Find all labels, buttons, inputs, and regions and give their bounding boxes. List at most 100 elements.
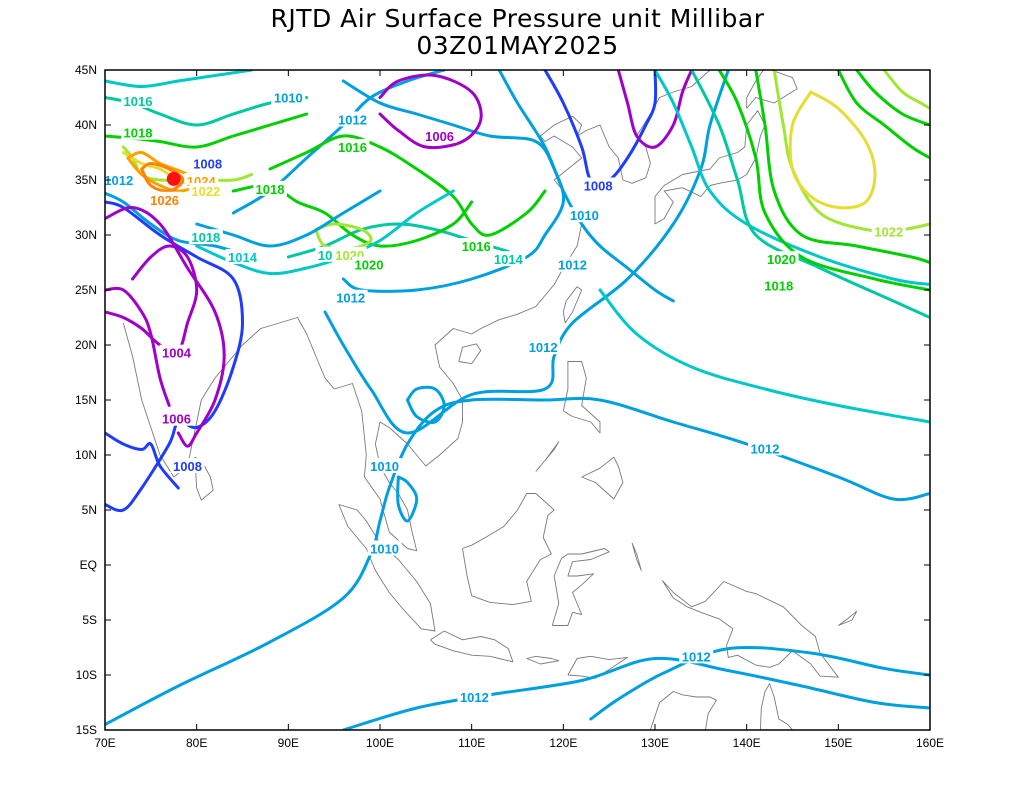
isobar-label-background [335, 139, 370, 154]
isobar-label-background [333, 289, 368, 305]
isobar-1014 [653, 70, 930, 286]
coastlines [122, 70, 858, 730]
y-tick-label: 30N [75, 228, 97, 242]
isobar-1010 [497, 70, 675, 303]
isobar-label-background [121, 92, 155, 108]
isobar-1018 [717, 70, 930, 292]
y-tick-label: 15S [76, 723, 97, 737]
coastline-segment [526, 655, 560, 665]
isobar-label-background [581, 177, 616, 193]
isobar-1016 [268, 134, 547, 237]
isobar-1012 [341, 656, 930, 730]
isobar-label: 1014 [494, 252, 524, 267]
y-tick-label: 5N [82, 503, 97, 517]
isobar-label: 1010 [370, 542, 399, 557]
isobar-label-background [367, 458, 402, 473]
isobar-label: 1008 [193, 157, 222, 172]
isobar-1010 [406, 385, 446, 424]
isobar-label-background [101, 172, 136, 187]
isobar-label-background [225, 249, 260, 264]
isobar-label-background [147, 191, 182, 207]
x-tick-label: 150E [824, 736, 852, 750]
y-tick-label: 40N [75, 118, 97, 132]
isobar-label-background [422, 128, 457, 143]
isobar-label: 1014 [228, 250, 258, 265]
isobar-label: 1026 [150, 193, 179, 208]
coastline-segment [661, 580, 839, 678]
isobar-label-background [335, 111, 370, 127]
isobar-label-background [491, 251, 526, 267]
isobar-1014 [598, 288, 930, 424]
x-tick-label: 70E [94, 736, 115, 750]
isobar-layer [105, 70, 930, 730]
coastline-segment [462, 493, 555, 606]
y-tick-label: 5S [82, 613, 97, 627]
isobar-label-background [170, 458, 205, 473]
isobar-label: 1016 [462, 239, 491, 254]
coastline-segment [631, 542, 642, 571]
isobar-label: 1012 [336, 291, 365, 306]
isobar-1012 [323, 70, 730, 435]
isobar-label: 1010 [370, 459, 399, 474]
isobar-1016 [690, 70, 930, 319]
isobar-label: 1008 [173, 459, 202, 474]
y-tick-label: EQ [80, 558, 97, 572]
x-tick-label: 110E [458, 736, 485, 750]
isobar-label-background [457, 689, 492, 704]
isobar-label: 1004 [162, 346, 192, 361]
isobar-label-background [555, 256, 590, 272]
isobar-label: 1016 [124, 94, 153, 109]
coastline-segment [562, 286, 583, 324]
coastline-segment [562, 361, 601, 434]
isobar-label: 1018 [764, 279, 793, 294]
map-subtitle: 03Z01MAY2025 [416, 31, 619, 60]
coastline-segment [430, 630, 514, 663]
coastline-segment [567, 655, 628, 679]
y-tick-label: 25N [75, 283, 97, 297]
y-tick-label: 45N [75, 63, 97, 77]
isobar-label: 1010 [274, 91, 303, 106]
isobar-1012 [195, 189, 382, 248]
y-tick-label: 10S [76, 668, 97, 682]
x-tick-label: 100E [366, 736, 394, 750]
isobar-label-background [459, 238, 494, 253]
isobar-label-background [190, 155, 225, 171]
isobar-label-background [159, 410, 194, 426]
isobar-1004 [105, 244, 199, 354]
isobar-label-background [567, 207, 602, 223]
coastline-segment [838, 610, 858, 626]
isobar-1006 [378, 73, 483, 150]
isobar-label: 1020 [767, 252, 796, 267]
isobar-label-background [188, 183, 223, 198]
isobar-label: 1018 [191, 230, 220, 245]
isobar-label-background [367, 540, 402, 556]
map-title: RJTD Air Surface Pressure unit Millibar [270, 4, 765, 33]
y-tick-label: 10N [75, 448, 97, 462]
isobar-label: 1006 [425, 129, 454, 144]
isobar-label: 1012 [104, 173, 133, 188]
isobar-label: 1012 [751, 441, 780, 456]
isobar-label-background [253, 180, 287, 196]
isobar-label: 1022 [191, 184, 220, 199]
isobar-label: 1012 [682, 649, 711, 664]
x-tick-label: 120E [549, 736, 577, 750]
isobar-label: 1018 [124, 126, 153, 141]
isobar-1006 [616, 70, 694, 149]
coastline-segment [759, 683, 793, 730]
isobar-1010 [105, 191, 254, 259]
isobar-label-background [764, 251, 799, 267]
isobar-1020 [855, 70, 930, 127]
isobar-label-background [871, 223, 906, 239]
isobar-1024 [788, 90, 877, 210]
coastline-segment [551, 548, 610, 626]
isobar-1020 [314, 222, 373, 251]
pressure-maximum-marker [166, 171, 181, 186]
coastline-segment [649, 691, 717, 730]
coastline-segment [746, 70, 798, 109]
isobar-label: 1018 [256, 182, 285, 197]
isobar-label: 1006 [162, 412, 191, 427]
coastline-segment [535, 441, 560, 472]
y-tick-label: 15N [75, 393, 97, 407]
